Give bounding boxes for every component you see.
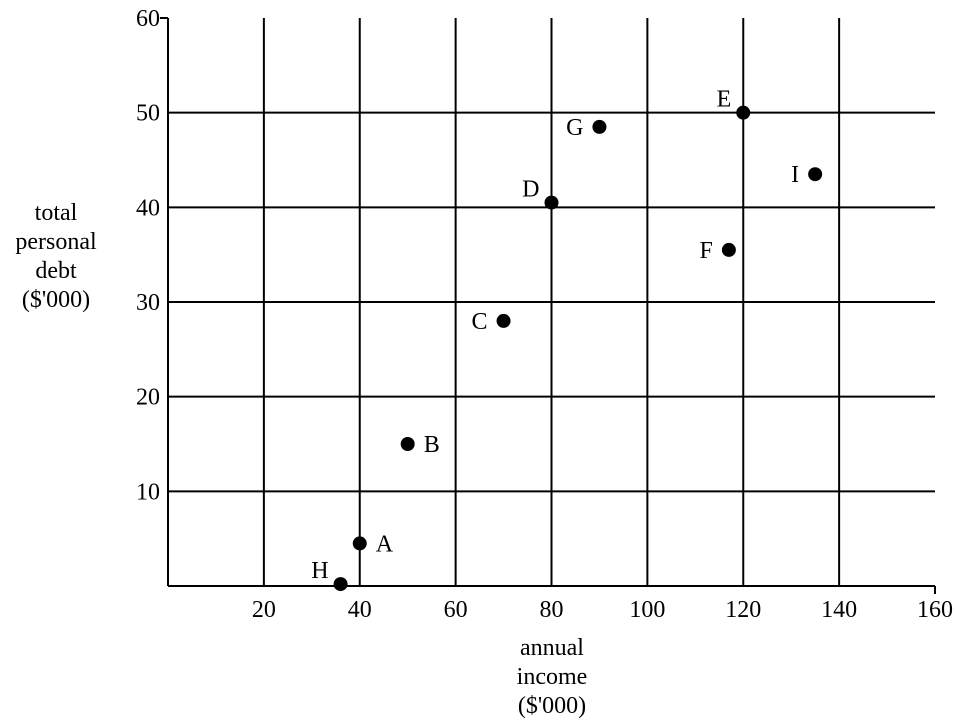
data-point <box>400 437 415 451</box>
y-axis-title-line: total <box>35 200 78 226</box>
y-axis-title-line: debt <box>35 258 77 284</box>
x-tick-label: 20 <box>252 597 276 623</box>
axes <box>160 17 936 594</box>
y-tick-label: 30 <box>136 290 160 316</box>
data-point <box>808 167 823 182</box>
point-labels: A B C D E F G H I <box>311 87 799 584</box>
data-point <box>544 195 559 210</box>
y-tick-labels: 10 20 30 40 50 60 <box>136 6 160 505</box>
y-tick-label: 50 <box>136 101 160 127</box>
point-label: E <box>717 87 732 113</box>
x-axis-title-line: annual <box>520 635 584 661</box>
point-label: G <box>566 115 583 141</box>
data-points <box>333 105 823 592</box>
x-tick-label: 100 <box>629 597 665 623</box>
point-label: F <box>700 238 713 264</box>
point-label: H <box>311 558 328 584</box>
x-tick-label: 40 <box>348 597 372 623</box>
x-tick-label: 120 <box>725 597 761 623</box>
y-axis-title-line: personal <box>15 229 97 255</box>
x-axis-title-line: ($'000) <box>518 693 586 719</box>
y-tick-label: 20 <box>136 385 160 411</box>
x-tick-label: 140 <box>821 597 857 623</box>
point-label: C <box>472 309 488 335</box>
data-point <box>352 536 367 551</box>
y-tick-label: 10 <box>136 479 160 505</box>
x-tick-label: 160 <box>917 597 953 623</box>
grid-lines <box>168 18 935 586</box>
data-point <box>721 242 736 257</box>
x-tick-label: 60 <box>444 597 468 623</box>
point-label: I <box>791 162 799 188</box>
y-tick-label: 40 <box>136 195 160 221</box>
x-axis-title-line: income <box>517 664 588 690</box>
data-point <box>736 105 751 120</box>
data-point <box>496 313 511 328</box>
x-tick-labels: 20 40 60 80 100 120 140 160 <box>252 597 953 623</box>
x-tick-label: 80 <box>540 597 564 623</box>
data-point <box>333 577 348 592</box>
y-axis-title: total personal debt ($'000) <box>15 200 97 313</box>
data-point <box>592 119 607 134</box>
point-label: D <box>522 177 539 203</box>
y-tick-label: 60 <box>136 6 160 32</box>
x-axis-title: annual income ($'000) <box>517 635 588 719</box>
point-label: A <box>376 531 394 557</box>
point-label: B <box>424 432 440 458</box>
y-axis-title-line: ($'000) <box>22 287 90 313</box>
